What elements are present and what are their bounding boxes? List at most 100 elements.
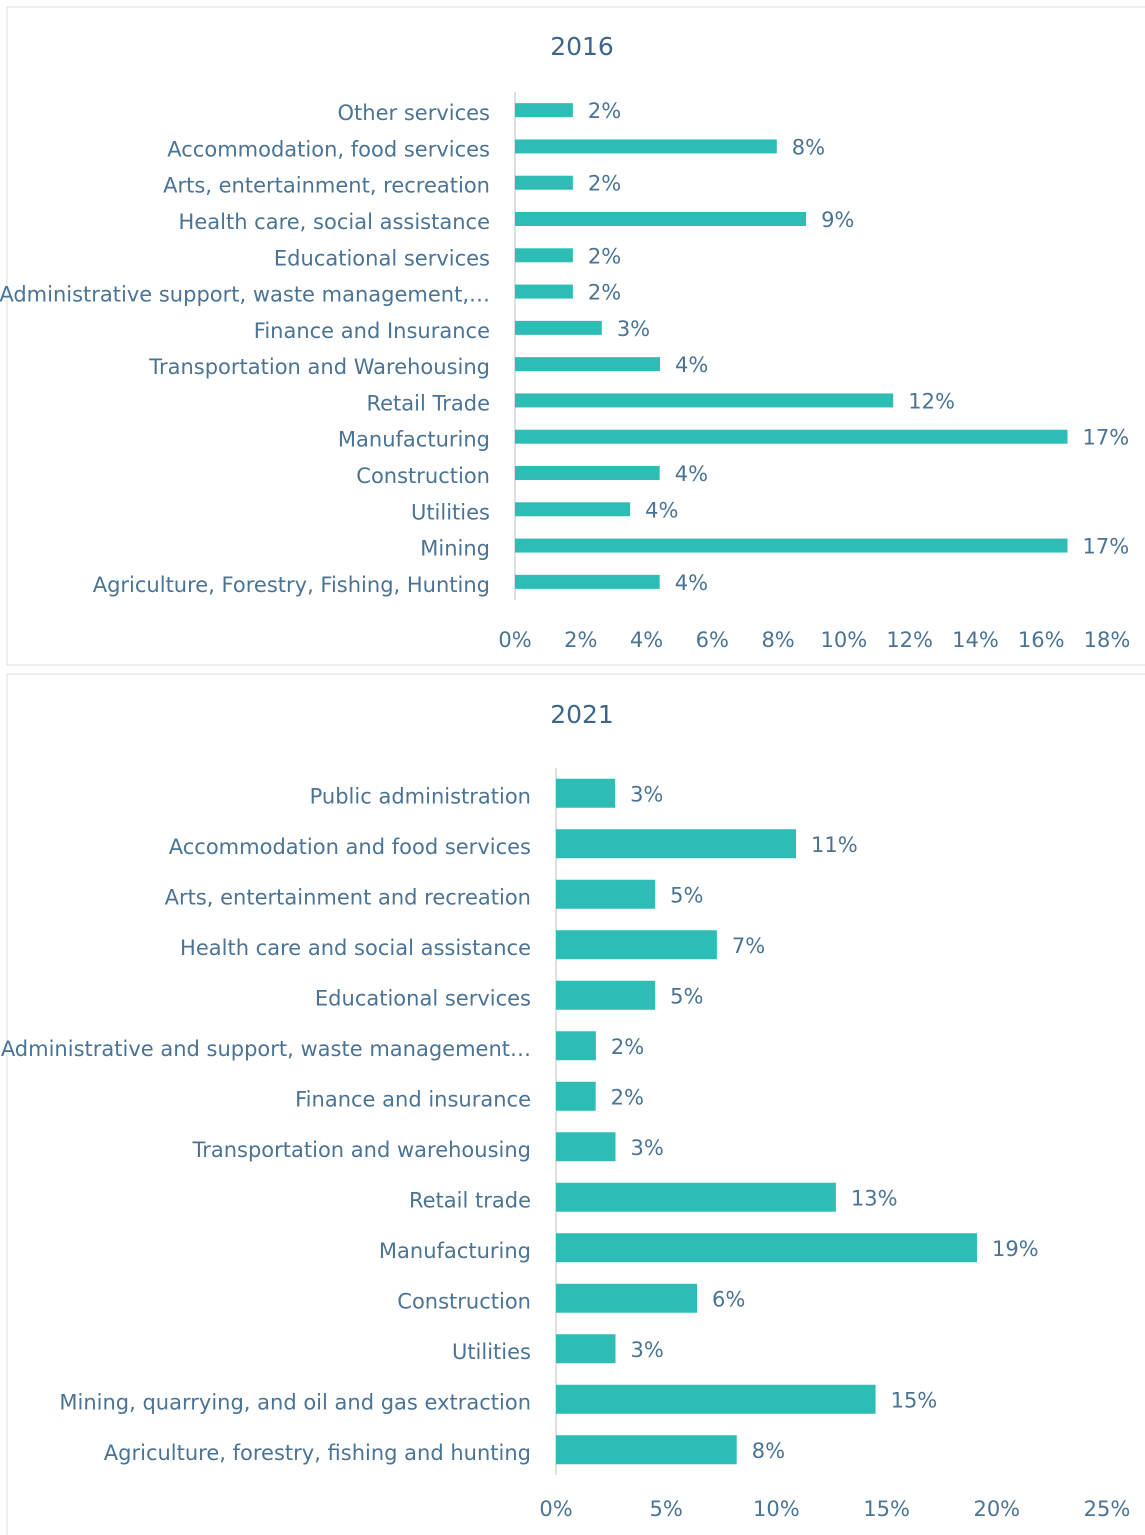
data-label: 2% (611, 1085, 644, 1109)
data-label: 9% (821, 208, 854, 232)
y-tick-label: Construction (356, 464, 490, 488)
y-tick-label: Accommodation, food services (167, 137, 490, 161)
y-tick-label: Public administration (310, 784, 531, 808)
bar (515, 466, 660, 480)
y-tick-label: Finance and insurance (295, 1087, 531, 1111)
bar (515, 357, 661, 372)
data-label: 15% (891, 1388, 938, 1412)
data-label: 4% (675, 462, 708, 486)
y-tick-label: Health care and social assistance (180, 936, 531, 960)
bar (515, 139, 777, 154)
data-label: 3% (631, 1338, 664, 1362)
bar (556, 1334, 616, 1364)
y-tick-label: Accommodation and food services (169, 835, 531, 859)
y-tick-label: Construction (397, 1289, 531, 1313)
y-tick-label: Manufacturing (338, 428, 490, 452)
bar (556, 1132, 616, 1162)
data-label: 5% (670, 984, 703, 1008)
data-label: 3% (631, 1136, 664, 1160)
data-label: 3% (617, 317, 650, 341)
data-label: 2% (588, 281, 621, 305)
bar (515, 538, 1068, 553)
x-tick-label: 16% (1018, 628, 1065, 652)
y-tick-label: Mining (420, 537, 490, 561)
data-label: 4% (645, 498, 678, 522)
data-label: 6% (712, 1287, 745, 1311)
y-tick-label: Utilities (452, 1340, 531, 1364)
x-tick-label: 10% (821, 628, 868, 652)
data-label: 19% (992, 1237, 1039, 1261)
x-tick-label: 20% (973, 1497, 1020, 1521)
data-label: 4% (675, 571, 708, 595)
x-tick-label: 15% (863, 1497, 910, 1521)
bar (556, 1182, 836, 1212)
x-tick-label: 5% (650, 1497, 683, 1521)
y-tick-label: Retail Trade (366, 391, 490, 415)
bar (515, 393, 894, 408)
bar (556, 778, 616, 808)
bar (515, 429, 1068, 444)
x-tick-label: 25% (1084, 1497, 1131, 1521)
bar (556, 1384, 876, 1414)
bar (556, 1031, 596, 1061)
data-label: 17% (1083, 535, 1130, 559)
y-tick-label: Utilities (411, 500, 490, 524)
bar (556, 1435, 737, 1465)
bar (515, 284, 573, 299)
y-tick-label: Other services (338, 101, 490, 125)
x-tick-label: 0% (498, 628, 531, 652)
x-tick-label: 4% (630, 628, 663, 652)
x-tick-label: 18% (1084, 628, 1131, 652)
bar (556, 980, 656, 1010)
y-tick-label: Educational services (274, 246, 490, 270)
data-label: 5% (670, 883, 703, 907)
bar (556, 1233, 977, 1263)
y-tick-label: Transportation and warehousing (191, 1138, 531, 1162)
chart-title: 2021 (550, 700, 614, 729)
bar (556, 829, 797, 859)
bar (515, 574, 660, 589)
data-label: 13% (851, 1186, 898, 1210)
y-tick-label: Health care, social assistance (179, 210, 490, 234)
bar (515, 320, 602, 335)
panel (6, 6, 1145, 666)
y-tick-label: Administrative and support, waste manage… (1, 1037, 531, 1061)
data-label: 4% (675, 353, 708, 377)
bar (556, 879, 656, 909)
x-tick-label: 8% (761, 628, 794, 652)
bar (515, 502, 631, 517)
data-label: 3% (630, 782, 663, 806)
data-label: 17% (1083, 426, 1130, 450)
bar (515, 175, 573, 190)
y-tick-label: Agriculture, Forestry, Fishing, Hunting (93, 573, 490, 597)
bar (556, 1081, 596, 1111)
y-tick-label: Educational services (315, 986, 531, 1010)
data-label: 8% (752, 1439, 785, 1463)
y-tick-label: Retail trade (409, 1188, 531, 1212)
x-tick-label: 6% (696, 628, 729, 652)
data-label: 2% (588, 172, 621, 196)
data-label: 2% (611, 1035, 644, 1059)
bar (556, 1283, 698, 1313)
data-label: 7% (732, 934, 765, 958)
y-tick-label: Agriculture, forestry, fishing and hunti… (104, 1441, 531, 1465)
panel (6, 673, 1145, 1535)
data-label: 12% (908, 389, 955, 413)
data-label: 2% (588, 99, 621, 123)
bar (515, 248, 573, 263)
data-label: 2% (588, 244, 621, 268)
bar (515, 212, 807, 226)
x-tick-label: 12% (886, 628, 933, 652)
y-tick-label: Arts, entertainment, recreation (163, 174, 490, 198)
y-tick-label: Manufacturing (379, 1239, 531, 1263)
x-tick-label: 0% (539, 1497, 572, 1521)
y-tick-label: Transportation and Warehousing (148, 355, 490, 379)
y-tick-label: Arts, entertainment and recreation (165, 885, 531, 909)
x-tick-label: 14% (952, 628, 999, 652)
y-tick-label: Finance and Insurance (254, 319, 490, 343)
x-tick-label: 2% (564, 628, 597, 652)
data-label: 11% (811, 833, 858, 857)
bar (556, 930, 717, 960)
x-tick-label: 10% (753, 1497, 800, 1521)
